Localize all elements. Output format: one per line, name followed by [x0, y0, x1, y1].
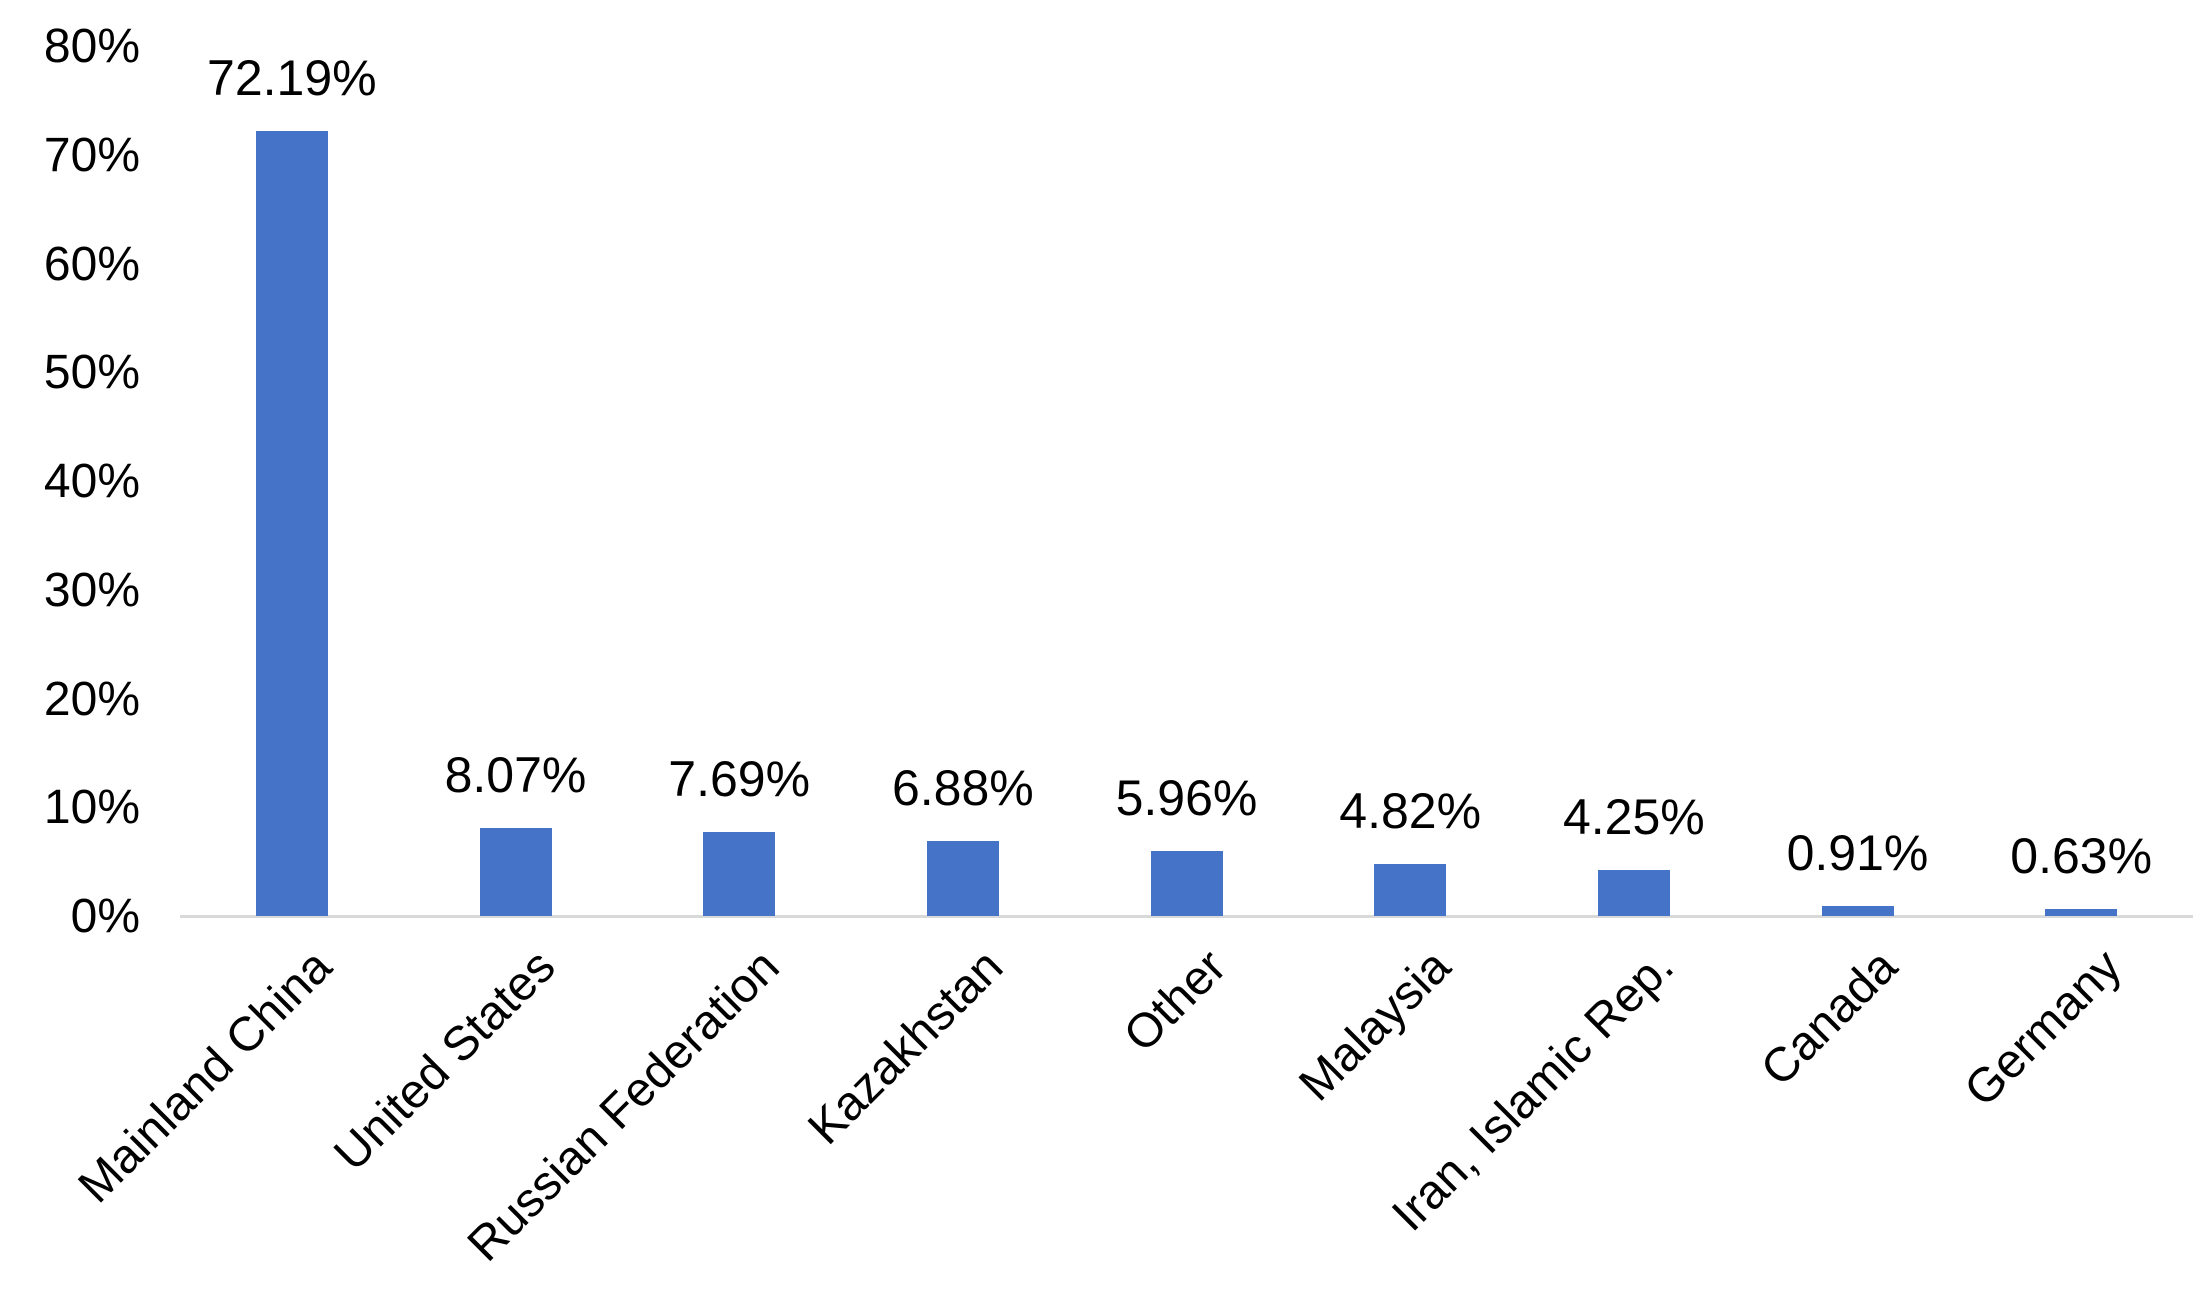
x-axis-label: Canada [1751, 939, 1908, 1097]
bar [1821, 906, 1894, 916]
y-tick-label: 0% [70, 890, 140, 943]
y-tick-label: 80% [43, 20, 140, 73]
bar-value-label: 72.19% [207, 50, 377, 106]
x-axis-label: Malaysia [1289, 939, 1461, 1112]
bar [703, 832, 776, 916]
bar-value-label: 4.25% [1562, 789, 1705, 845]
bar-value-label: 6.88% [891, 760, 1034, 816]
y-tick-label: 10% [43, 781, 140, 835]
x-axis-label: Mainland China [68, 939, 343, 1214]
y-tick-label: 40% [43, 455, 140, 508]
y-tick-label: 20% [43, 672, 140, 726]
y-tick-label: 70% [43, 128, 140, 182]
x-axis-label: Other [1114, 939, 1237, 1063]
bar [1374, 864, 1447, 916]
x-axis-label: Germany [1954, 939, 2132, 1117]
bar-value-label: 4.82% [1339, 783, 1482, 839]
bar-value-label: 8.07% [444, 747, 587, 803]
bar-value-label: 0.63% [2010, 828, 2153, 884]
bar [1150, 851, 1223, 916]
x-axis-label: Kazakhstan [798, 939, 1014, 1155]
bar [1597, 870, 1670, 916]
bar-value-label: 5.96% [1115, 770, 1258, 826]
bar-value-label: 0.91% [1786, 825, 1929, 881]
bar-value-label: 7.69% [668, 751, 811, 807]
bar [926, 841, 999, 916]
bar [2045, 909, 2118, 916]
bar [479, 828, 552, 916]
bar [255, 131, 328, 916]
y-tick-label: 30% [43, 563, 140, 617]
y-tick-label: 50% [43, 346, 140, 400]
x-axis-line [180, 915, 2193, 918]
y-tick-label: 60% [43, 237, 140, 291]
x-axis-label: United States [324, 939, 566, 1182]
